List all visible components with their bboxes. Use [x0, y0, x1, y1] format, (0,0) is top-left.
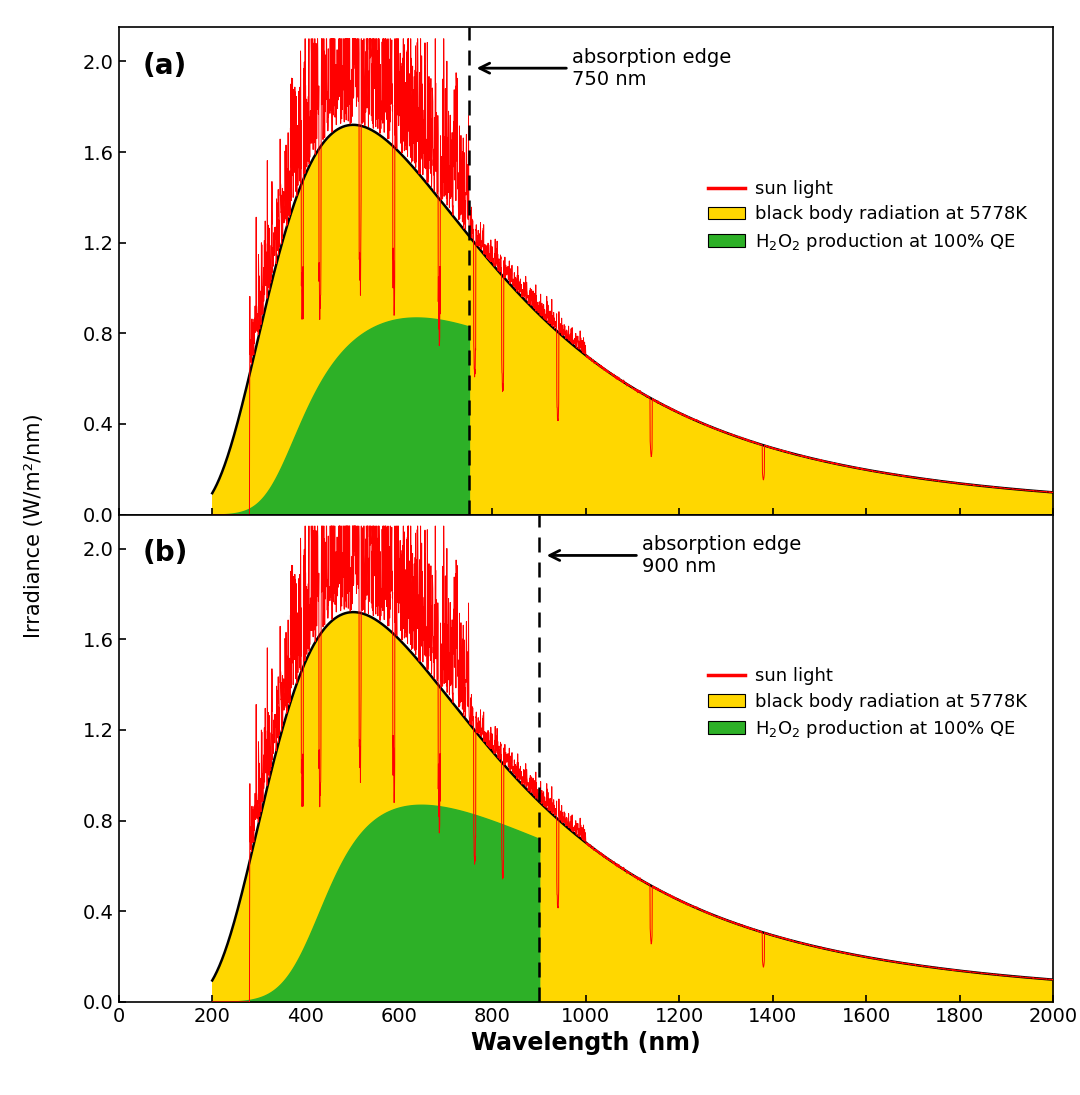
Legend: sun light, black body radiation at 5778K, H$_2$O$_2$ production at 100% QE: sun light, black body radiation at 5778K…	[701, 173, 1035, 260]
X-axis label: Wavelength (nm): Wavelength (nm)	[471, 1031, 701, 1056]
Text: absorption edge
900 nm: absorption edge 900 nm	[550, 535, 801, 576]
Text: Irradiance (W/m²/nm): Irradiance (W/m²/nm)	[24, 413, 44, 638]
Text: absorption edge
750 nm: absorption edge 750 nm	[480, 48, 731, 89]
Legend: sun light, black body radiation at 5778K, H$_2$O$_2$ production at 100% QE: sun light, black body radiation at 5778K…	[701, 660, 1035, 747]
Text: (b): (b)	[143, 539, 188, 567]
Text: (a): (a)	[143, 51, 187, 80]
